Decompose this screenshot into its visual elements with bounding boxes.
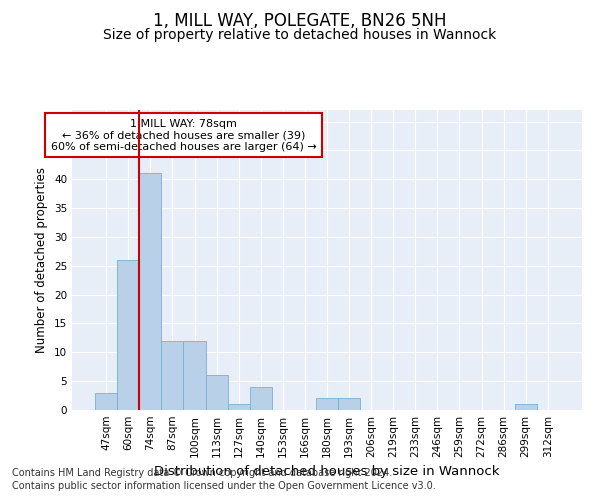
Bar (95, 392, 117, 410)
Bar (139, 174, 161, 410)
X-axis label: Distribution of detached houses by size in Wannock: Distribution of detached houses by size … (154, 466, 500, 478)
Bar (515, 404, 537, 410)
Bar (227, 404, 250, 410)
Bar (338, 398, 360, 410)
Bar (117, 260, 139, 410)
Bar (250, 387, 272, 410)
Bar (316, 398, 338, 410)
Text: Contains public sector information licensed under the Open Government Licence v3: Contains public sector information licen… (12, 481, 436, 491)
Bar (206, 376, 227, 410)
Text: 1, MILL WAY, POLEGATE, BN26 5NH: 1, MILL WAY, POLEGATE, BN26 5NH (153, 12, 447, 30)
Text: Contains HM Land Registry data © Crown copyright and database right 2024.: Contains HM Land Registry data © Crown c… (12, 468, 392, 477)
Text: Size of property relative to detached houses in Wannock: Size of property relative to detached ho… (103, 28, 497, 42)
Text: 1 MILL WAY: 78sqm
← 36% of detached houses are smaller (39)
60% of semi-detached: 1 MILL WAY: 78sqm ← 36% of detached hous… (50, 118, 316, 152)
Bar (184, 341, 206, 410)
Bar (161, 341, 184, 410)
Y-axis label: Number of detached properties: Number of detached properties (35, 167, 49, 353)
